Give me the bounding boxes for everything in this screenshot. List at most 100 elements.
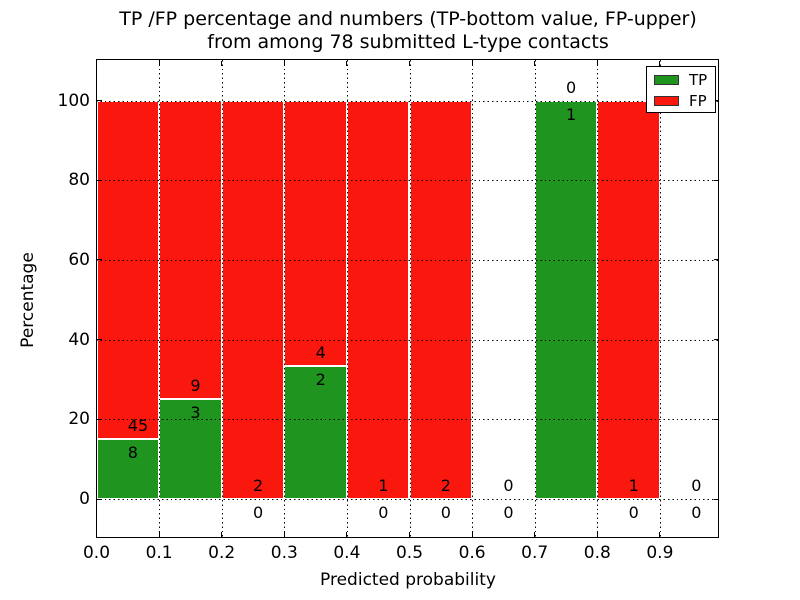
chart-title-line2: from among 78 submitted L-type contacts	[207, 31, 609, 53]
x-tick-label: 0.3	[270, 543, 298, 563]
x-axis-label: Predicted probability	[320, 570, 496, 590]
horizontal-gridline	[96, 499, 719, 500]
vertical-gridline	[284, 59, 286, 538]
y-tick-label: 100	[57, 90, 90, 111]
vertical-gridline	[534, 59, 536, 538]
tp-count-label: 3	[190, 403, 201, 423]
y-tick-right	[713, 179, 719, 181]
x-tick-label: 0.4	[333, 543, 361, 563]
tp-count-label: 2	[315, 370, 326, 390]
tp-count-label: 0	[691, 503, 702, 522]
fp-count-label: 1	[378, 476, 389, 495]
x-tick-top	[346, 60, 348, 66]
chart-title: TP /FP percentage and numbers (TP-bottom…	[16, 8, 800, 54]
x-tick-top	[409, 60, 410, 66]
x-tick-top	[96, 60, 97, 66]
horizontal-gridline	[96, 180, 719, 182]
fp-color-swatch	[654, 96, 679, 106]
fp-count-label: 9	[190, 376, 201, 396]
fp-bar-segment	[597, 100, 660, 499]
x-tick-label: 0.8	[583, 543, 611, 563]
tp-count-label: 0	[253, 503, 264, 522]
x-tick-bottom	[346, 532, 348, 537]
fp-count-label: 2	[440, 476, 451, 495]
x-tick-label: 0.0	[82, 543, 111, 563]
y-tick-right	[713, 259, 719, 261]
fp-bar-segment	[284, 100, 347, 367]
fp-bar-segment	[159, 100, 222, 400]
tp-count-label: 0	[503, 503, 514, 522]
y-tick-left	[97, 259, 102, 261]
x-tick-bottom	[283, 532, 285, 537]
legend-entry-tp: TP	[654, 72, 715, 88]
y-tick-left	[97, 100, 102, 101]
fp-count-label: 0	[691, 476, 702, 495]
tp-bar-segment	[534, 100, 598, 499]
fp-bar-segment	[96, 100, 160, 439]
fp-bar-segment	[346, 100, 410, 499]
plot-area: 45 8 9 3 2 0 4 2 1 0 2 0 0 0 0 1 1 0 0 0	[96, 59, 719, 538]
y-tick-label: 0	[79, 489, 90, 509]
x-tick-top	[158, 60, 160, 66]
legend: TP FP	[646, 66, 716, 113]
horizontal-gridline	[96, 339, 719, 341]
y-tick-right	[713, 339, 719, 341]
x-tick-top	[471, 60, 473, 66]
x-tick-label: 0.5	[395, 543, 424, 563]
x-tick-bottom	[471, 532, 473, 537]
x-tick-top	[534, 60, 536, 66]
x-tick-bottom	[409, 532, 410, 537]
y-tick-right	[713, 418, 719, 420]
x-tick-top	[283, 60, 285, 66]
x-tick-label: 0.7	[521, 543, 549, 563]
x-tick-bottom	[596, 532, 598, 537]
tp-count-label: 8	[127, 442, 138, 462]
fp-count-label: 1	[628, 476, 639, 495]
legend-entry-fp: FP	[654, 93, 715, 109]
x-tick-label: 0.1	[145, 543, 173, 563]
x-tick-bottom	[534, 532, 536, 537]
tp-count-label: 0	[628, 503, 639, 522]
vertical-gridline	[346, 59, 348, 538]
y-tick-left	[97, 498, 102, 500]
y-tick-right	[713, 498, 719, 500]
chart-title-line1: TP /FP percentage and numbers (TP-bottom…	[119, 8, 697, 30]
x-tick-bottom	[96, 532, 97, 537]
y-tick-left	[97, 418, 102, 420]
vertical-gridline	[221, 59, 223, 538]
legend-label-tp: TP	[689, 70, 708, 89]
y-axis-label: Percentage	[18, 252, 38, 348]
x-tick-top	[596, 60, 598, 66]
y-tick-label: 80	[68, 170, 90, 191]
horizontal-gridline	[96, 100, 719, 102]
fp-count-label: 0	[566, 77, 577, 97]
x-tick-bottom	[221, 532, 223, 537]
tp-count-label: 0	[440, 503, 451, 522]
vertical-gridline	[409, 59, 411, 538]
vertical-gridline	[472, 59, 474, 538]
x-tick-label: 0.6	[458, 543, 486, 563]
tp-bar-segment	[96, 438, 160, 499]
tp-color-swatch	[654, 75, 679, 85]
y-tick-left	[97, 339, 102, 341]
tp-count-label: 0	[378, 503, 389, 522]
tp-bar-segment	[159, 399, 222, 499]
y-tick-label: 20	[68, 409, 90, 430]
x-tick-bottom	[659, 532, 661, 537]
horizontal-gridline	[96, 259, 719, 261]
legend-label-fp: FP	[689, 91, 707, 110]
fp-count-label: 4	[315, 343, 326, 363]
vertical-gridline	[597, 59, 599, 538]
x-tick-label: 0.9	[646, 543, 674, 563]
horizontal-gridline	[96, 419, 719, 421]
vertical-gridline	[659, 59, 661, 538]
y-tick-right	[713, 100, 719, 101]
y-tick-left	[97, 179, 102, 181]
x-tick-top	[659, 60, 661, 66]
fp-count-label: 0	[503, 476, 514, 495]
fp-bar-segment	[409, 100, 473, 499]
fp-count-label: 2	[253, 476, 264, 495]
vertical-gridline	[159, 59, 161, 538]
tp-count-label: 1	[566, 104, 577, 124]
